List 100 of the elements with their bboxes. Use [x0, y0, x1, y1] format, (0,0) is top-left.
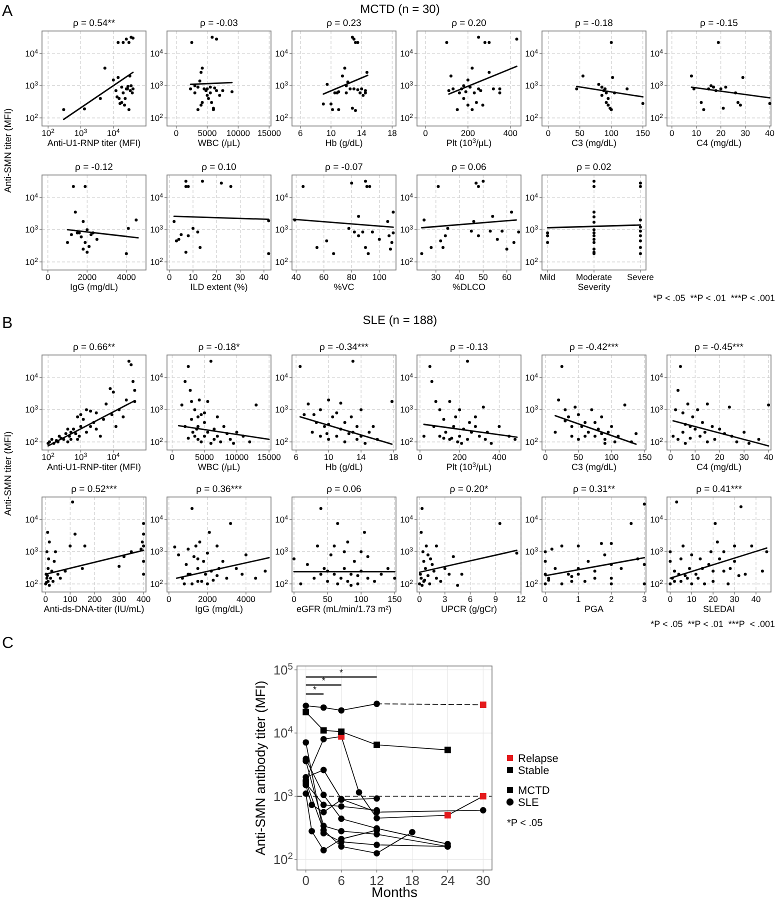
- x-axis-title: Plt (10$^{3}$/μL): [446, 462, 492, 472]
- x-tick-label: 0: [43, 594, 48, 604]
- y-tick-label: 10$^{2}$: [275, 436, 289, 447]
- y-tick-label: 10$^{5}$: [273, 661, 293, 678]
- y-tick-label: 10$^{2}$: [525, 578, 539, 589]
- x-tick-label: 4000: [116, 272, 136, 282]
- x-tick-label: 10$^{3}$: [74, 128, 88, 138]
- x-tick-label: 0: [670, 128, 675, 138]
- x-tick-label: 0: [170, 452, 175, 462]
- x-tick-label: 50: [322, 594, 333, 604]
- x-tick-label: 0: [292, 594, 297, 604]
- x-tick-label: 30: [739, 452, 750, 462]
- x-axis-title: WBC (/μL): [198, 462, 240, 472]
- x-tick-label: 10$^{2}$: [42, 452, 56, 462]
- x-tick-label: 18: [387, 128, 398, 138]
- y-tick-label: 10$^{3}$: [273, 788, 293, 804]
- x-axis-title: WBC (/μL): [198, 138, 240, 148]
- x-tick-label: 10$^{4}$: [106, 452, 120, 462]
- y-tick-label: 10$^{4}$: [275, 192, 289, 202]
- x-axis-title: %DLCO: [452, 282, 486, 292]
- significance-bracket: *: [306, 684, 324, 695]
- x-tick-label: 0: [418, 452, 423, 462]
- x-tick-label: 30: [740, 128, 750, 138]
- annotation: *: [322, 676, 326, 686]
- y-tick-label: 10$^{3}$: [525, 546, 539, 557]
- text: Anti-SMN titer (MFI): [3, 431, 14, 516]
- chart-title: ρ = 0.23: [326, 18, 362, 29]
- x-tick-label: 150: [388, 594, 402, 604]
- x-tick-label: 10000: [226, 128, 250, 138]
- annotation: *: [340, 668, 344, 678]
- y-tick-label: 10$^{4}$: [25, 372, 39, 382]
- text: C: [2, 635, 14, 652]
- y-tick-label: 10$^{2}$: [650, 436, 664, 447]
- x-axis-title: Plt (10$^{3}$/μL): [446, 138, 492, 148]
- x-tick-label: 100: [604, 452, 619, 462]
- y-tick-label: 10$^{2}$: [25, 436, 39, 447]
- chart-title: ρ = 0.36***: [196, 484, 242, 495]
- x-tick-label: 10: [690, 452, 700, 462]
- x-tick-label: 2000: [198, 594, 218, 604]
- x-axis-title: C4 (mg/dL): [696, 138, 742, 148]
- y-tick-label: 10$^{3}$: [525, 224, 539, 235]
- y-tick-label: 10$^{3}$: [25, 546, 39, 557]
- x-axis-title: SLEDAI: [702, 604, 736, 614]
- text: Stable: [518, 765, 550, 777]
- x-tick-label: 2: [608, 594, 614, 604]
- significance-bracket: *: [306, 668, 377, 678]
- x-tick-label: 30: [431, 272, 441, 282]
- chart-title: ρ = 0.10: [202, 162, 236, 173]
- y-tick-label: 10$^{4}$: [275, 514, 289, 524]
- chart-title: ρ = -0.34***: [320, 342, 369, 353]
- y-tick-label: 10$^{4}$: [650, 514, 664, 524]
- y-tick-label: 10$^{4}$: [525, 372, 539, 382]
- x-tick-label: 20: [716, 128, 726, 138]
- x-axis-title: Hb (g/dL): [325, 462, 363, 472]
- x-tick-label: 9: [493, 594, 498, 604]
- x-tick-label: 0: [174, 128, 179, 138]
- y-tick-label: 10$^{2}$: [650, 112, 664, 123]
- chart-title: ρ = 0.02: [576, 162, 612, 173]
- x-tick-label: 150: [638, 452, 652, 462]
- x-axis-title: Severity: [578, 282, 611, 292]
- x-axis-title: UPCR (g/gCr): [440, 604, 498, 614]
- y-tick-label: 10$^{2}$: [25, 256, 39, 267]
- x-tick-label: 10: [686, 594, 697, 604]
- chart-title: ρ = -0.03: [200, 18, 238, 29]
- y-tick-label: 10$^{3}$: [275, 546, 289, 557]
- x-tick-label: 0: [302, 873, 310, 888]
- text: MCTD (n = 30): [360, 2, 440, 16]
- text: *P < .05 **P < .01 ***P < .001: [650, 619, 775, 629]
- y-tick-label: 10$^{4}$: [150, 514, 164, 524]
- x-tick-label: 0: [668, 594, 673, 604]
- y-tick-label: 10$^{4}$: [275, 48, 289, 58]
- chart-title: ρ = 0.54**: [72, 18, 116, 29]
- chart-title: ρ = 0.52***: [71, 484, 118, 495]
- chart-title: ρ = -0.45***: [694, 342, 744, 353]
- legend-label: Relapse: [518, 753, 558, 765]
- x-tick-label: 400: [492, 452, 507, 462]
- x-tick-label: 1: [576, 594, 581, 604]
- x-tick-label: 10000: [224, 452, 249, 462]
- text: B: [2, 315, 13, 332]
- x-tick-label: 40: [764, 452, 774, 462]
- text: *P < .05: [507, 818, 544, 829]
- x-tick-label: 0: [166, 272, 172, 282]
- x-axis-title: eGFR (mL/min/1.73 m²): [296, 604, 392, 614]
- x-axis-title: ILD extent (%): [190, 282, 248, 292]
- y-tick-label: 10$^{2}$: [400, 256, 414, 267]
- x-tick-label: 40: [259, 272, 269, 282]
- x-tick-label: 0: [668, 452, 674, 462]
- y-tick-label: 10$^{2}$: [150, 578, 164, 589]
- chart-title: ρ = -0.15: [700, 18, 738, 29]
- y-tick-label: 10$^{4}$: [525, 514, 539, 524]
- y-tick-label: 10$^{4}$: [400, 192, 414, 202]
- y-tick-label: 10$^{2}$: [525, 256, 539, 267]
- x-tick-label: 15000: [257, 128, 282, 138]
- x-tick-label: Moderate: [576, 272, 612, 282]
- x-tick-label: 0: [166, 594, 172, 604]
- y-tick-label: 10$^{4}$: [650, 48, 664, 58]
- x-tick-label: 30: [476, 873, 490, 888]
- y-tick-label: 10$^{4}$: [400, 514, 414, 524]
- y-tick-label: 10$^{4}$: [525, 48, 539, 58]
- y-tick-label: 10$^{3}$: [650, 546, 664, 557]
